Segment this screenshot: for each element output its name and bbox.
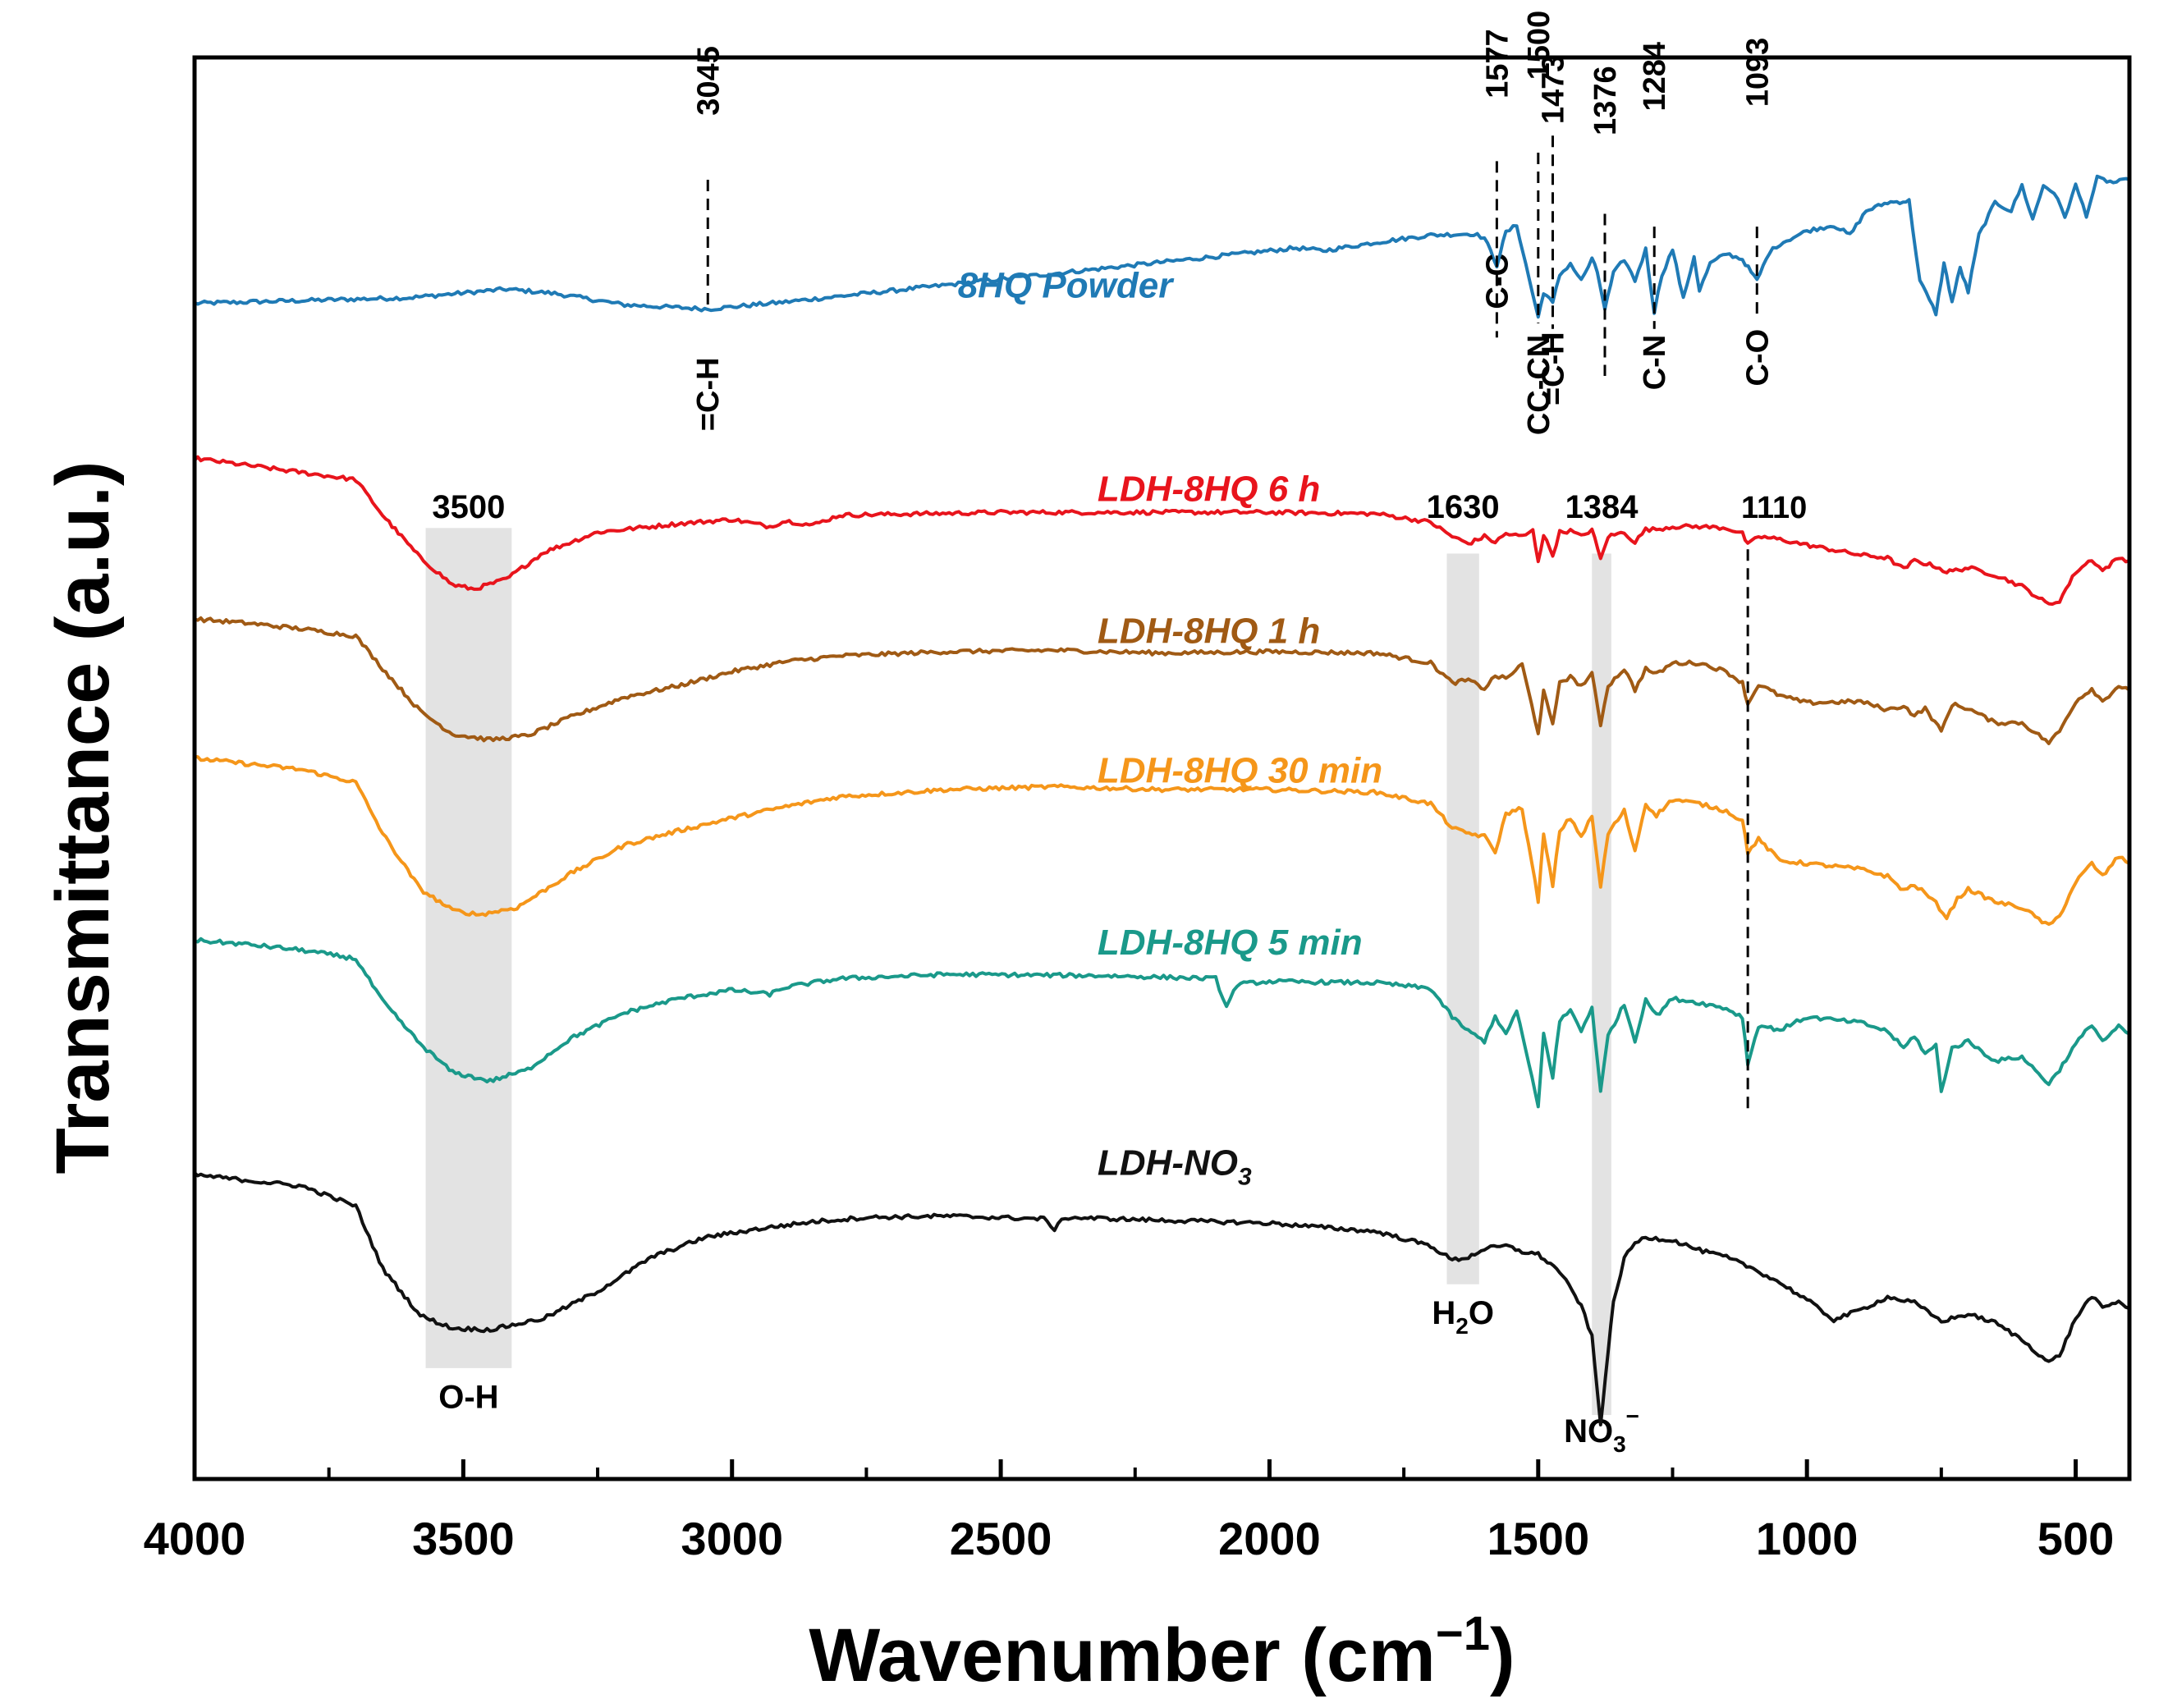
peak-1376-label: 1376: [1588, 66, 1623, 135]
x-tick-label-4000: 4000: [144, 1513, 246, 1564]
series-label-3: LDH-8HQ 30 min: [1098, 750, 1382, 790]
series-label-0: 8HQ Powder: [958, 266, 1175, 306]
x-axis-title: Wavenumber (cm−1): [809, 1607, 1515, 1697]
band-h2o-bottom-sub: 2: [1455, 1313, 1469, 1339]
series-line-0: [194, 174, 2130, 319]
band-no3-bottom-sup: −: [1626, 1403, 1639, 1429]
x-axis-title-close: ): [1490, 1614, 1515, 1697]
x-tick-label-3500: 3500: [412, 1513, 515, 1564]
peak-1473-label: 1473: [1536, 55, 1570, 125]
peak-1577-label: 1577: [1480, 29, 1515, 98]
band-no3-label: 1384: [1565, 489, 1639, 525]
peak-1110-label: 1110: [1741, 491, 1807, 525]
series-label-main-2: LDH-8HQ 1 h: [1098, 611, 1320, 652]
series-label-2: LDH-8HQ 1 h: [1098, 611, 1320, 652]
band-no3-bottom-sub: 3: [1613, 1431, 1626, 1457]
peak-3045-group-label: =C-H: [691, 357, 726, 431]
series-label-main-1: LDH-8HQ 6 h: [1098, 469, 1320, 509]
x-axis-title-sup: −1: [1436, 1607, 1490, 1660]
series-label-5: LDH-NO3: [1098, 1142, 1252, 1190]
peak-1473-group-label: =C-H: [1536, 332, 1570, 405]
series-line-3: [194, 754, 2130, 926]
x-tick-label-500: 500: [2037, 1513, 2114, 1564]
band-oh: [425, 528, 512, 1368]
series-line-4: [194, 936, 2130, 1109]
band-oh-bottom-label: O-H: [438, 1379, 498, 1415]
peak-1284-label: 1284: [1638, 42, 1672, 112]
peak-1500-group-label: CC-CN: [1522, 335, 1556, 435]
band-no3: [1592, 553, 1611, 1416]
x-axis-title-main: Wavenumber (cm: [809, 1614, 1435, 1697]
band-no3-bottom-label: NO3−: [1564, 1403, 1639, 1457]
x-tick-label-2500: 2500: [950, 1513, 1052, 1564]
series-label-1: LDH-8HQ 6 h: [1098, 469, 1320, 509]
series-line-1: [193, 455, 2130, 607]
series-layer: 8HQ Powder LDH-8HQ 6 h LDH-8HQ 1 h LDH-8HQ …: [193, 174, 2131, 1426]
series-label-main-4: LDH-8HQ 5 min: [1098, 923, 1363, 963]
series-label-main-3: LDH-8HQ 30 min: [1098, 750, 1382, 790]
x-axis: 4000 3500 3000 2500 2000 1500 1000 500: [144, 1459, 2114, 1564]
x-tick-label-1000: 1000: [1756, 1513, 1859, 1564]
band-h2o-label: 1630: [1427, 489, 1500, 525]
x-tick-label-3000: 3000: [681, 1513, 783, 1564]
band-h2o-bottom-main: H: [1432, 1295, 1455, 1331]
band-oh-label: 3500: [432, 489, 505, 525]
band-no3-bottom-main: NO: [1564, 1413, 1613, 1449]
series-line-2: [194, 616, 2131, 745]
series-line-5: [193, 1171, 2130, 1426]
x-tick-label-2000: 2000: [1218, 1513, 1321, 1564]
plot-frame: [192, 55, 2132, 1481]
series-label-4: LDH-8HQ 5 min: [1098, 923, 1363, 963]
peak-1500-label: 1500: [1522, 11, 1556, 80]
band-h2o: [1446, 553, 1479, 1284]
y-axis-title: Transmittance (a.u.): [41, 460, 125, 1174]
band-h2o-bottom-label: H2O: [1432, 1295, 1494, 1339]
series-label-sub-5: 3: [1238, 1163, 1252, 1190]
x-tick-label-1500: 1500: [1487, 1513, 1590, 1564]
series-label-main-0: 8HQ Powder: [958, 266, 1175, 306]
peak-1284-group-label: C-N: [1638, 335, 1672, 391]
band-h2o-bottom-tail: O: [1469, 1295, 1494, 1331]
peak-1093-group-label: C-O: [1740, 329, 1775, 387]
peak-1577-group-label: C-C: [1480, 254, 1515, 309]
series-label-main-5: LDH-NO: [1098, 1142, 1238, 1183]
peak-1093-label: 1093: [1740, 38, 1775, 108]
